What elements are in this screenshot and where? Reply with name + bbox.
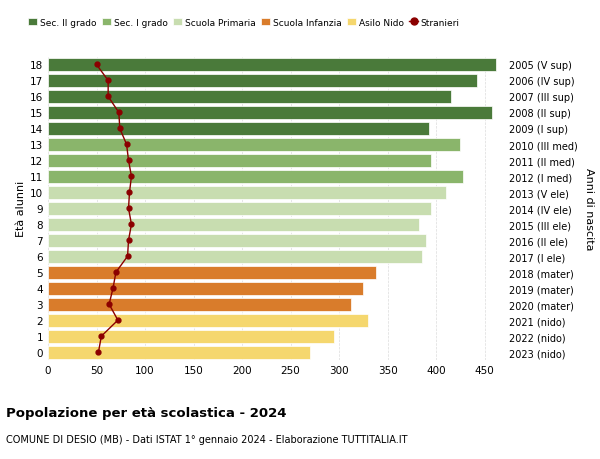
Bar — [48, 170, 463, 184]
Text: Popolazione per età scolastica - 2024: Popolazione per età scolastica - 2024 — [6, 406, 287, 419]
Legend: Sec. II grado, Sec. I grado, Scuola Primaria, Scuola Infanzia, Asilo Nido, Stran: Sec. II grado, Sec. I grado, Scuola Prim… — [25, 15, 463, 31]
Y-axis label: Anni di nascita: Anni di nascita — [584, 168, 594, 250]
Bar — [48, 298, 351, 311]
Bar — [48, 282, 364, 295]
Bar — [48, 346, 310, 359]
Bar — [48, 218, 419, 231]
Bar — [48, 314, 368, 327]
Bar — [48, 91, 451, 104]
Bar — [48, 139, 460, 151]
Bar — [48, 59, 496, 72]
Bar — [48, 186, 446, 200]
Bar — [48, 75, 477, 88]
Bar — [48, 106, 493, 120]
Text: COMUNE DI DESIO (MB) - Dati ISTAT 1° gennaio 2024 - Elaborazione TUTTITALIA.IT: COMUNE DI DESIO (MB) - Dati ISTAT 1° gen… — [6, 434, 407, 444]
Y-axis label: Età alunni: Età alunni — [16, 181, 26, 237]
Bar — [48, 234, 427, 247]
Bar — [48, 266, 376, 279]
Bar — [48, 202, 431, 215]
Bar — [48, 250, 422, 263]
Bar — [48, 155, 431, 168]
Bar — [48, 123, 429, 136]
Bar — [48, 330, 334, 343]
